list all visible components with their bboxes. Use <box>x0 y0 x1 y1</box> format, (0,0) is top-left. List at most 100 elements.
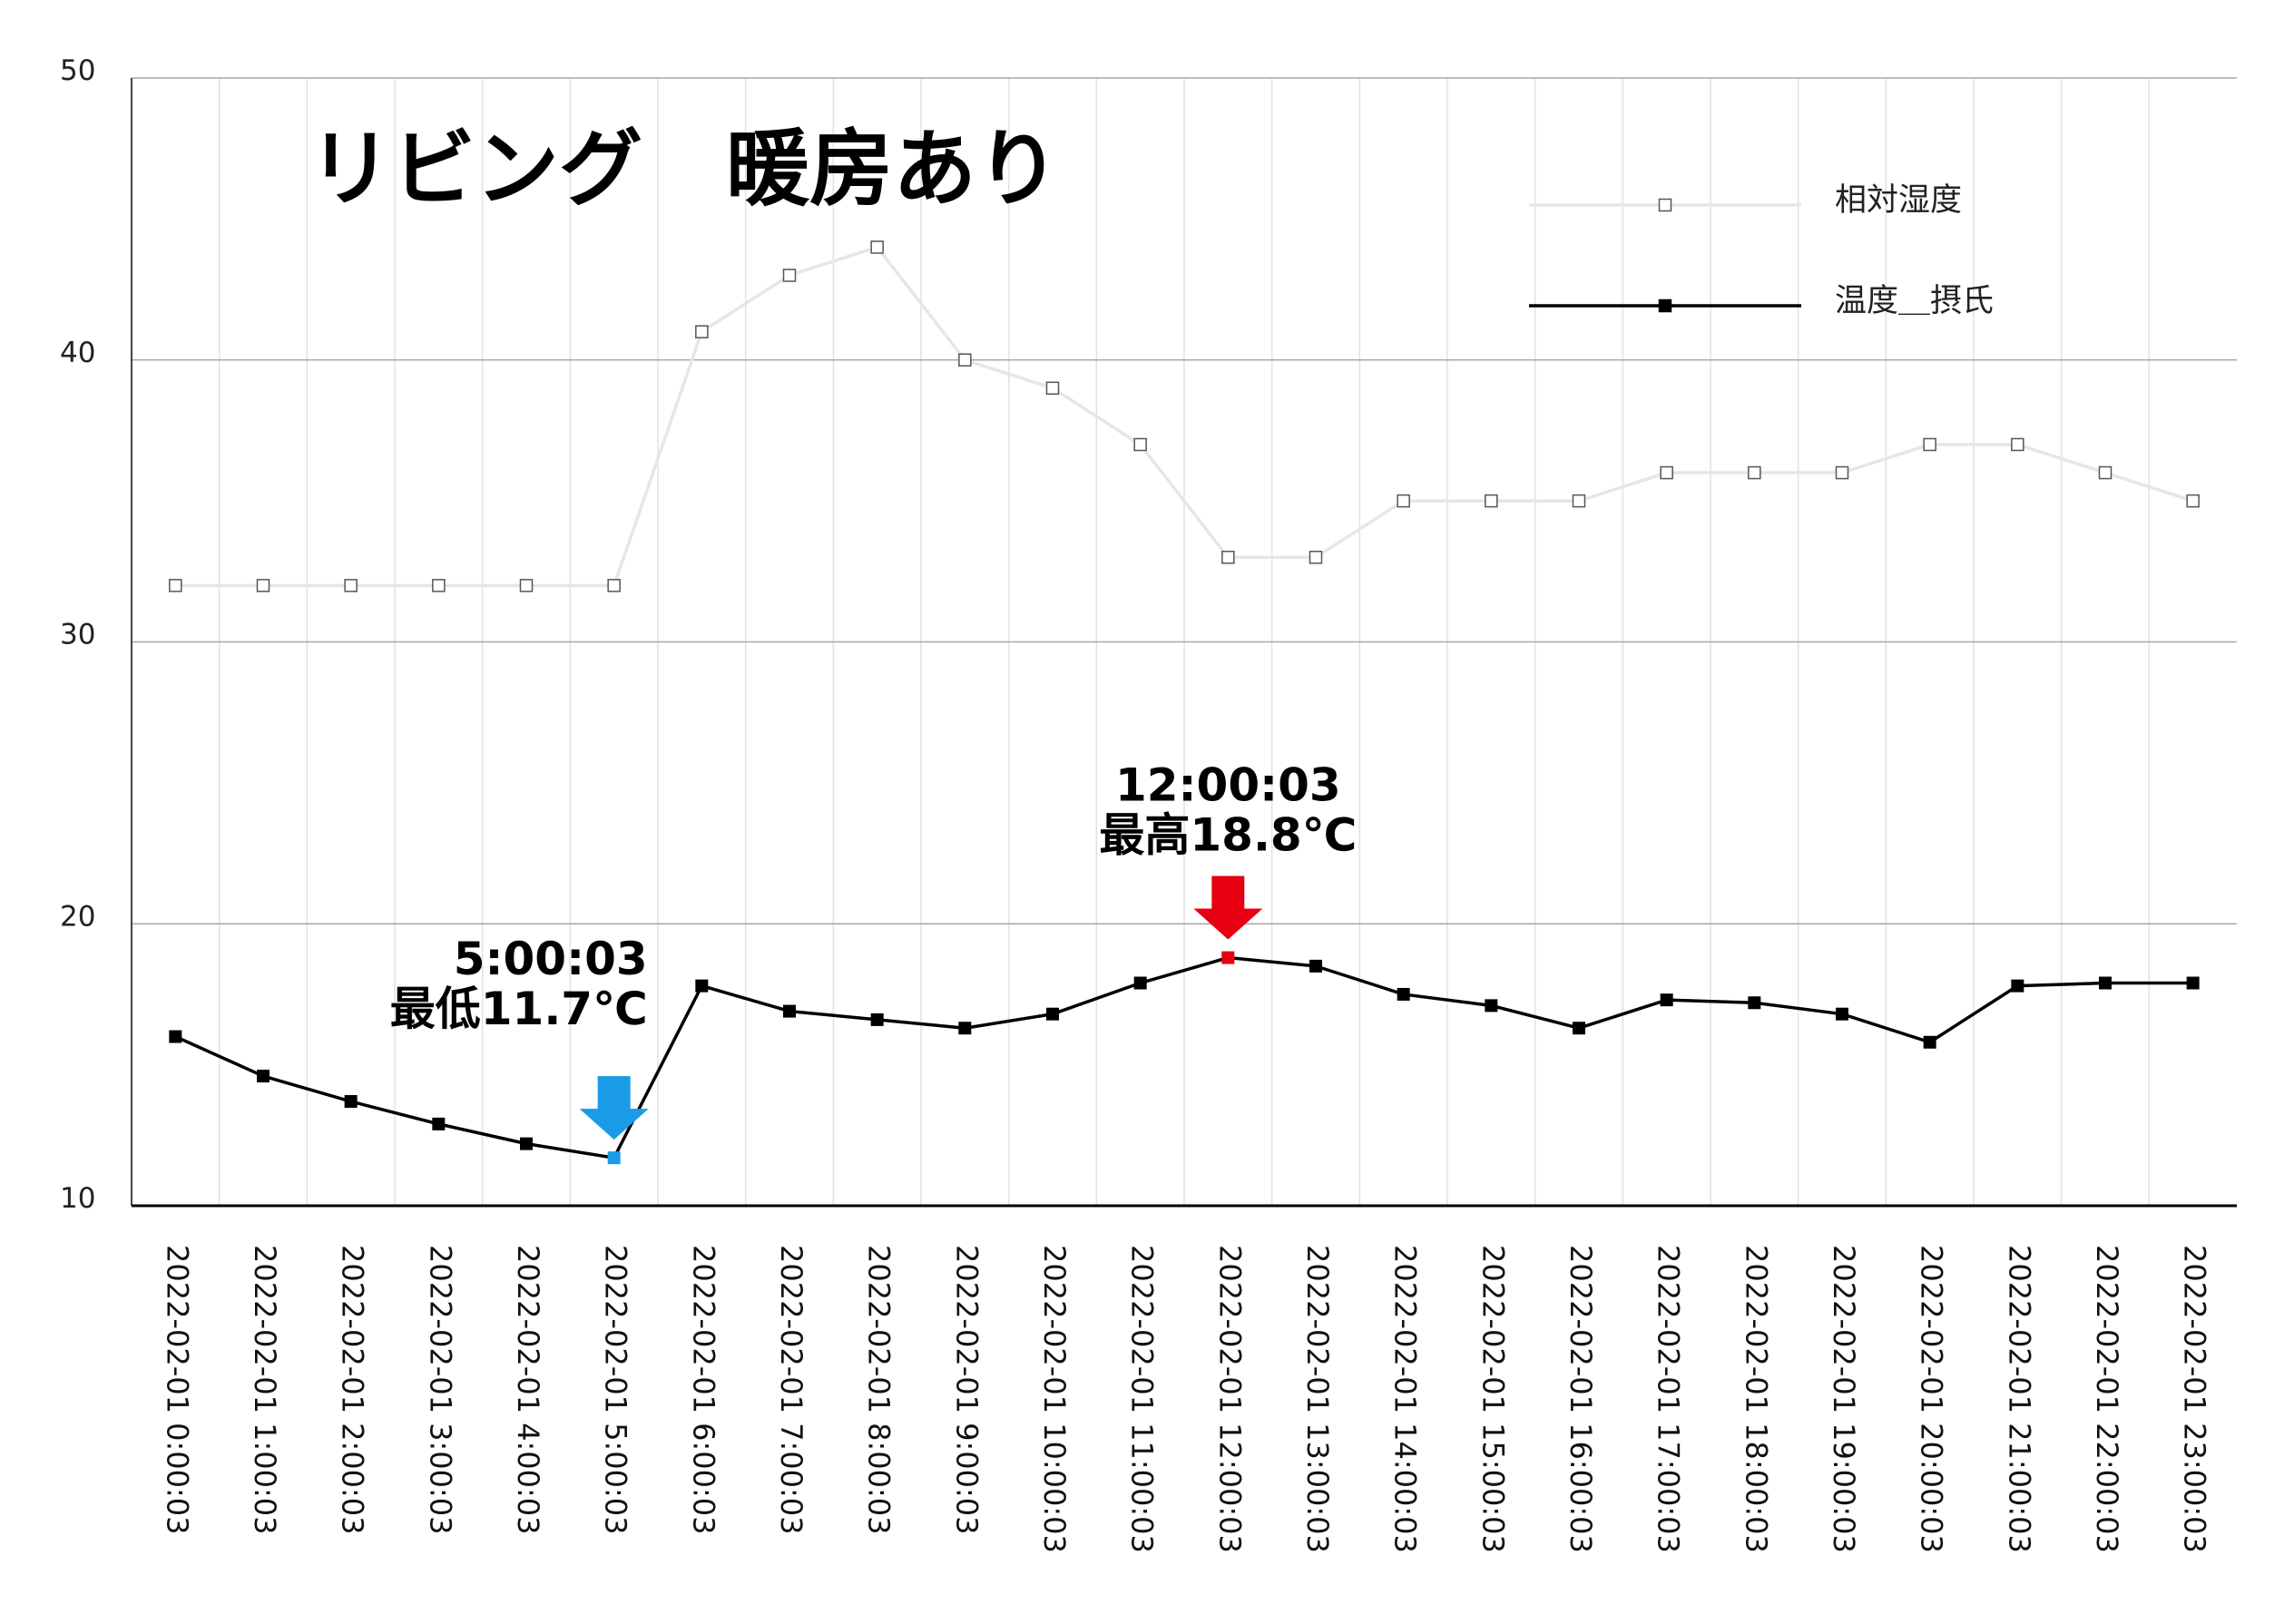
data-point <box>257 1070 270 1083</box>
data-point <box>1660 993 1673 1007</box>
x-tick-label: 2022-02-01 14:00:03 <box>1388 1245 1423 1553</box>
data-point <box>783 1004 796 1018</box>
x-axis-ticks: 2022-02-01 0:00:03 2022-02-01 1:00:03 2022… <box>160 1245 2211 1553</box>
data-point <box>344 1095 358 1109</box>
x-tick-label: 2022-02-01 6:00:03 <box>686 1245 720 1535</box>
data-point <box>1835 465 1849 480</box>
x-tick-label: 2022-02-01 20:00:03 <box>1915 1245 1949 1553</box>
data-point <box>958 353 972 367</box>
x-tick-label: 2022-02-01 1:00:03 <box>248 1245 282 1535</box>
data-point <box>344 579 358 592</box>
data-point <box>432 579 446 592</box>
data-point <box>607 579 621 592</box>
data-point <box>1133 976 1147 990</box>
data-point <box>169 579 182 592</box>
x-tick-label: 2022-02-01 7:00:03 <box>774 1245 809 1535</box>
x-tick-label: 2022-02-01 10:00:03 <box>1037 1245 1072 1553</box>
down-arrow-icon <box>579 1076 649 1140</box>
data-point <box>1046 1007 1059 1021</box>
y-tick-label: 50 <box>60 54 95 87</box>
data-point <box>1485 999 1498 1013</box>
data-point <box>1748 465 1761 480</box>
data-point <box>2186 976 2200 990</box>
y-tick-label: 30 <box>60 619 95 651</box>
annotation-label: 最高18.8℃ <box>1099 809 1357 862</box>
data-point <box>695 979 709 993</box>
legend-label: 相対湿度 <box>1835 182 1962 219</box>
series-layer <box>169 240 2200 1165</box>
data-point <box>2011 979 2024 993</box>
data-point <box>1485 494 1498 508</box>
x-tick-label: 2022-02-01 16:00:03 <box>1564 1245 1598 1553</box>
x-tick-label: 2022-02-01 2:00:03 <box>336 1245 370 1535</box>
x-tick-label: 2022-02-01 8:00:03 <box>862 1245 897 1535</box>
data-point <box>1573 1022 1585 1035</box>
legend-item: 温度＿摂氏 <box>1529 283 1994 319</box>
x-tick-label: 2022-02-01 18:00:03 <box>1739 1245 1773 1553</box>
data-point <box>1221 951 1235 964</box>
data-point <box>695 325 709 338</box>
x-tick-label: 2022-02-01 15:00:03 <box>1475 1245 1510 1553</box>
data-point <box>169 1030 182 1043</box>
x-tick-label: 2022-02-01 21:00:03 <box>2002 1245 2036 1553</box>
data-point <box>2099 976 2112 990</box>
data-point <box>520 1137 533 1150</box>
x-tick-label: 2022-02-01 13:00:03 <box>1300 1245 1335 1553</box>
series-humidity <box>169 240 2200 592</box>
data-point <box>1045 381 1060 396</box>
data-point <box>958 1022 972 1035</box>
x-tick-label: 2022-02-01 5:00:03 <box>599 1245 633 1535</box>
axes <box>131 78 2237 1208</box>
data-point <box>2098 465 2112 480</box>
chart-title: リビング 暖房あり <box>309 121 1060 218</box>
x-tick-label: 2022-02-01 23:00:03 <box>2178 1245 2212 1553</box>
legend-label: 温度＿摂氏 <box>1835 283 1994 319</box>
x-tick-label: 2022-02-01 0:00:03 <box>160 1245 194 1535</box>
data-point <box>2186 494 2200 508</box>
annotation-time: 12:00:03 <box>1115 759 1341 812</box>
legend-marker <box>1658 298 1672 313</box>
data-point <box>519 579 534 592</box>
down-arrow-icon <box>1193 876 1263 940</box>
legend-marker <box>1658 198 1672 212</box>
data-point <box>1923 1035 1936 1049</box>
x-tick-label: 2022-02-01 19:00:03 <box>1827 1245 1861 1553</box>
data-point <box>1309 959 1322 973</box>
data-point <box>1660 465 1673 480</box>
legend-item: 相対湿度 <box>1529 182 1962 219</box>
x-tick-label: 2022-02-01 9:00:03 <box>949 1245 984 1535</box>
series-line <box>175 245 2194 588</box>
x-tick-label: 2022-02-01 3:00:03 <box>423 1245 457 1535</box>
data-point <box>256 579 270 592</box>
x-tick-label: 2022-02-01 11:00:03 <box>1125 1245 1160 1553</box>
data-point <box>2011 437 2024 452</box>
y-axis-ticks: 10 20 30 40 50 <box>60 54 95 1215</box>
data-point <box>1923 437 1936 452</box>
x-tick-label: 2022-02-01 22:00:03 <box>2090 1245 2124 1553</box>
data-point <box>870 1013 884 1026</box>
data-point <box>1397 494 1410 508</box>
data-point <box>1309 551 1323 564</box>
data-point <box>432 1117 446 1130</box>
x-tick-label: 2022-02-01 4:00:03 <box>511 1245 545 1535</box>
data-point <box>1748 996 1761 1010</box>
grid <box>132 77 2237 1206</box>
annotation-time: 5:00:03 <box>454 933 648 985</box>
data-point <box>1836 1007 1848 1021</box>
y-tick-label: 10 <box>60 1182 95 1215</box>
y-tick-label: 40 <box>60 337 95 369</box>
data-point <box>782 269 797 282</box>
y-tick-label: 20 <box>60 900 95 933</box>
data-point <box>1397 987 1410 1001</box>
data-point <box>1572 494 1586 508</box>
annotation-label: 最低11.7℃ <box>390 983 648 1035</box>
data-point <box>870 240 884 254</box>
data-point <box>1133 437 1147 452</box>
data-point <box>607 1151 621 1165</box>
series-line <box>174 955 2193 1159</box>
